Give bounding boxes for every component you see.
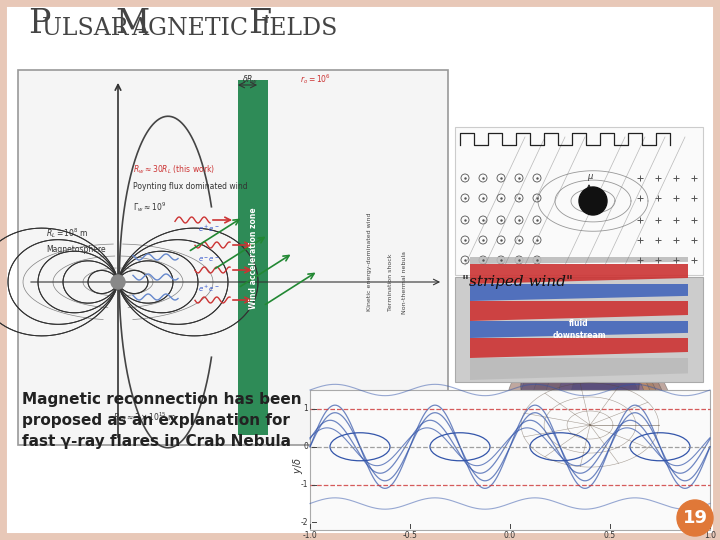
Text: $\mu$: $\mu$ [588,172,595,183]
Text: 0.0: 0.0 [504,531,516,540]
Text: downstream: downstream [552,330,606,340]
Text: ULSAR: ULSAR [42,17,136,40]
Text: -0.5: -0.5 [402,531,418,540]
Circle shape [111,275,125,289]
Text: Magnetosphere: Magnetosphere [46,245,106,254]
Polygon shape [470,358,688,380]
Text: $R_{sh} \approx 3 \times 10^{15}$ m: $R_{sh} \approx 3 \times 10^{15}$ m [113,410,176,423]
FancyBboxPatch shape [310,390,710,530]
Text: -1: -1 [300,480,308,489]
Text: Non-thermal nebula: Non-thermal nebula [402,251,408,314]
Polygon shape [470,264,688,284]
Text: Poynting flux dominated wind: Poynting flux dominated wind [133,182,248,191]
Text: 1.0: 1.0 [704,531,716,540]
Polygon shape [470,338,688,358]
Text: Termination shock: Termination shock [387,253,392,310]
FancyBboxPatch shape [238,80,268,435]
FancyBboxPatch shape [18,70,448,445]
Text: IELDS: IELDS [261,17,338,40]
Ellipse shape [518,337,668,503]
Text: proposed as an explanation for: proposed as an explanation for [22,413,290,428]
Ellipse shape [531,343,661,487]
FancyBboxPatch shape [455,277,703,382]
Text: -1.0: -1.0 [302,531,318,540]
Text: F: F [248,8,271,40]
Text: AGNETIC: AGNETIC [131,17,256,40]
Text: $R_L = 10^8$ m: $R_L = 10^8$ m [46,227,89,240]
Ellipse shape [504,330,675,519]
Text: $e^+e^-$: $e^+e^-$ [198,284,220,294]
Text: $\delta R_w$: $\delta R_w$ [242,73,258,85]
Ellipse shape [571,362,639,438]
Text: $e^+e^-$: $e^+e^-$ [198,224,220,234]
Polygon shape [470,284,688,301]
FancyBboxPatch shape [455,127,703,275]
Ellipse shape [557,356,647,454]
Circle shape [579,187,607,215]
Ellipse shape [521,328,639,442]
Text: Magnetic reconnection has been: Magnetic reconnection has been [22,392,302,407]
Text: fluid: fluid [570,319,589,327]
Polygon shape [470,301,688,321]
Text: 1: 1 [303,404,308,414]
Polygon shape [470,257,688,264]
Text: P: P [28,8,50,40]
Text: fast γ-ray flares in Crab Nebula: fast γ-ray flares in Crab Nebula [22,434,291,449]
Ellipse shape [544,349,654,470]
Polygon shape [470,321,688,338]
Text: 0: 0 [303,442,308,451]
Text: $y/\delta$: $y/\delta$ [291,457,305,474]
Text: Wind acceleration zone: Wind acceleration zone [248,207,258,309]
Text: Kinetic energy-dominated wind: Kinetic energy-dominated wind [367,213,372,311]
Text: $R_w \approx 30R_L$ (this work): $R_w \approx 30R_L$ (this work) [133,163,215,176]
Text: M: M [115,8,149,40]
Text: 0.5: 0.5 [604,531,616,540]
Text: -2: -2 [300,518,308,527]
Text: $e^-e^-$: $e^-e^-$ [198,255,220,264]
Circle shape [677,500,713,536]
Text: $r_o = 10^6$: $r_o = 10^6$ [300,72,331,85]
Text: 19: 19 [683,509,708,527]
Text: $\Gamma_w \approx 10^9$: $\Gamma_w \approx 10^9$ [133,200,166,213]
Text: "striped wind": "striped wind" [462,275,573,289]
